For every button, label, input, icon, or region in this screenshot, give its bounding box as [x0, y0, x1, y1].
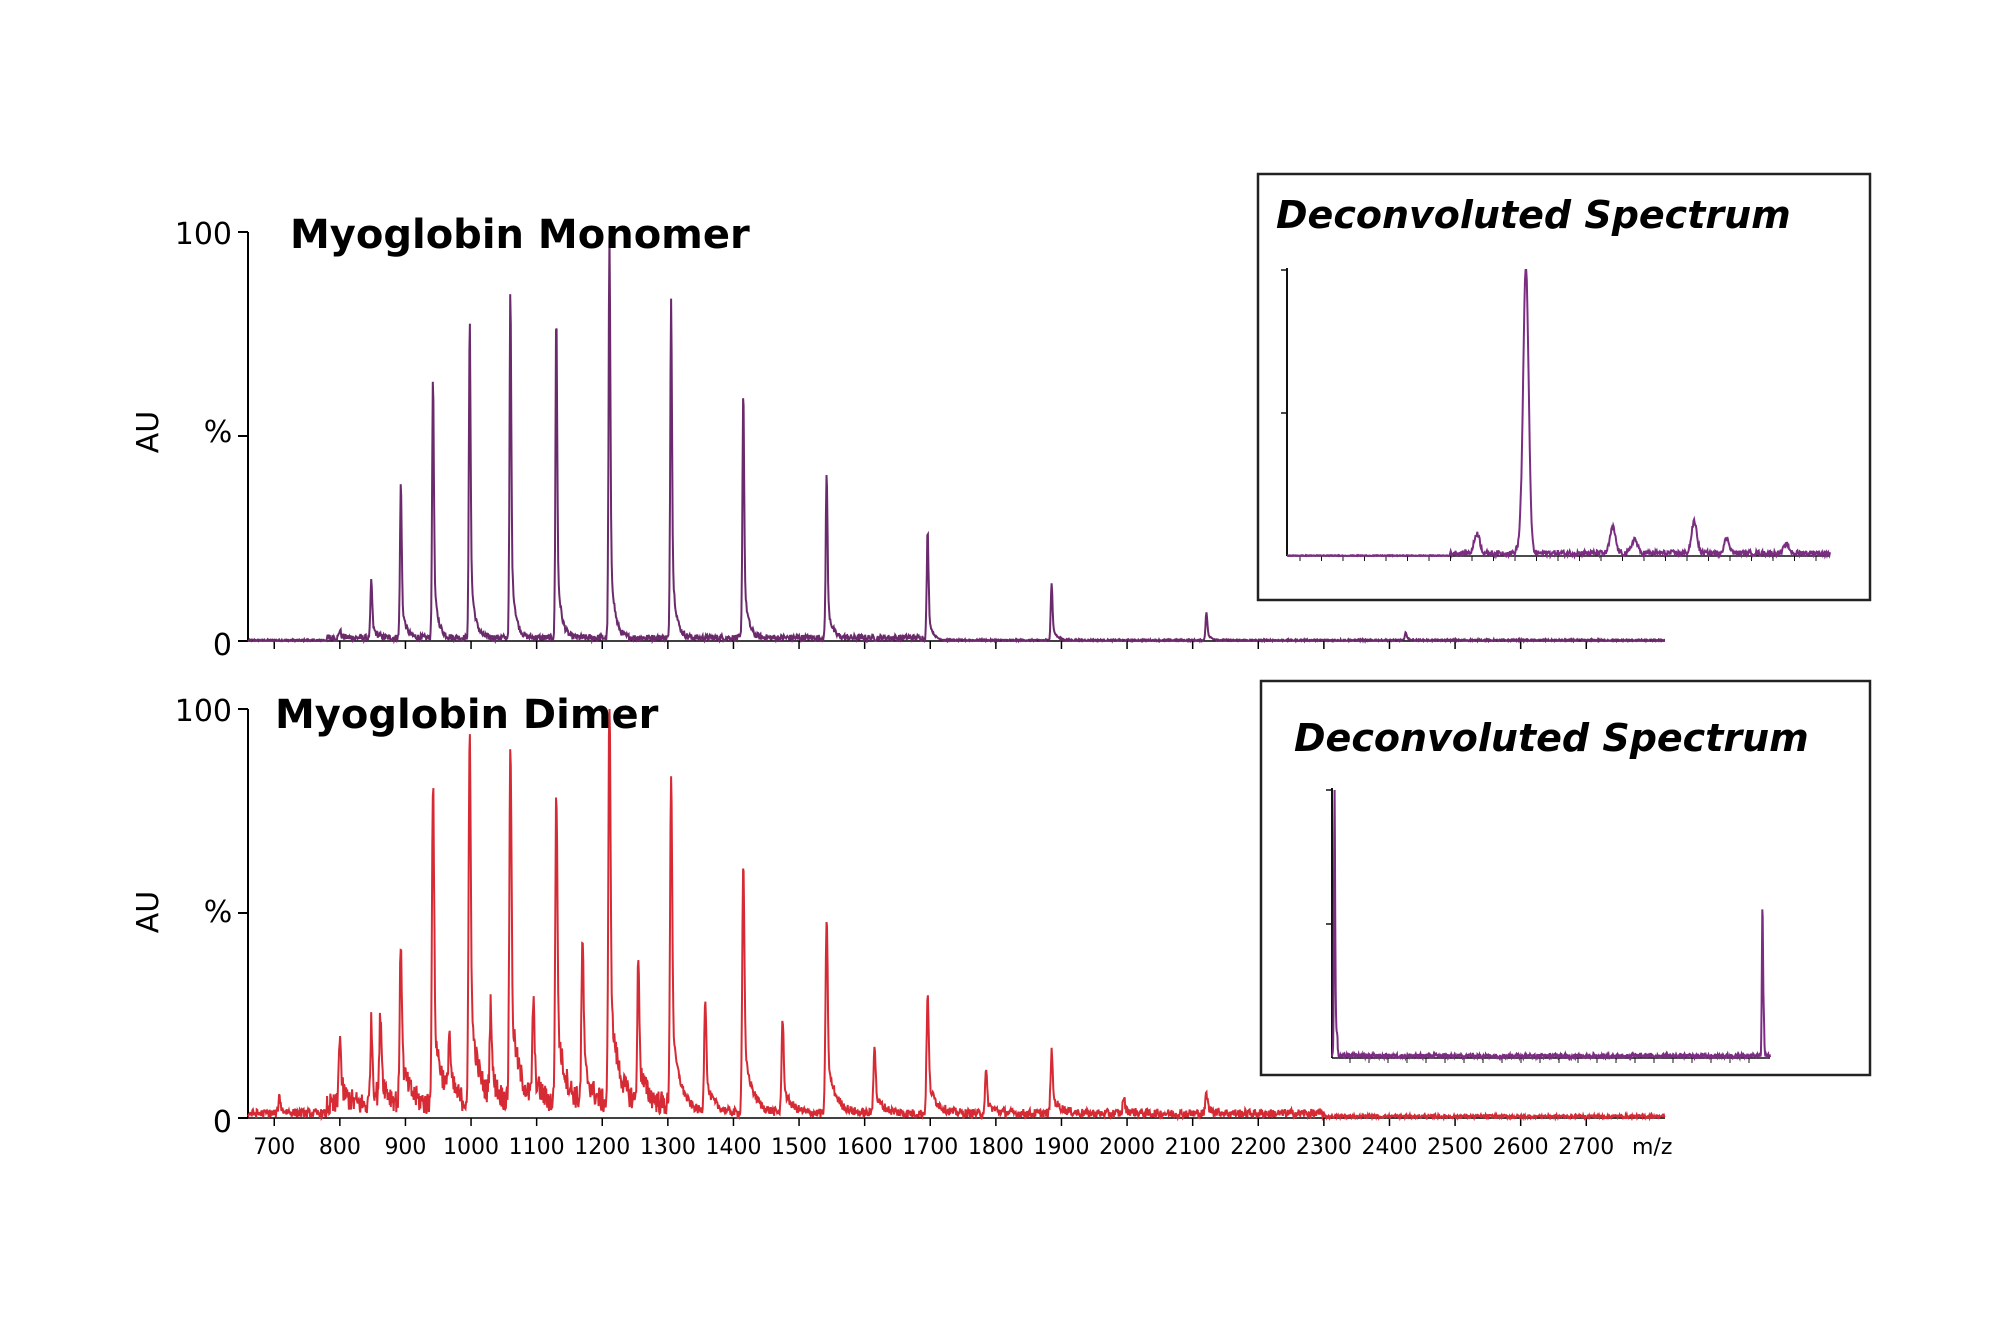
inset-frame: [1259, 679, 1872, 1077]
inset-frame: [1256, 172, 1872, 602]
x-tick-label: 800: [319, 1135, 361, 1160]
x-tick-label: 2100: [1165, 1135, 1221, 1160]
x-tick-label: 1800: [968, 1135, 1024, 1160]
x-tick-label: 1600: [837, 1135, 893, 1160]
x-tick-label: 900: [384, 1135, 426, 1160]
inset-x-tick-marks: [1281, 269, 1817, 561]
dimer-y-unit: %: [204, 895, 233, 930]
monomer-title: Myoglobin Monomer: [290, 212, 750, 258]
monomer-spectrum-line: [247, 235, 1666, 645]
x-tick-label: 1000: [443, 1135, 499, 1160]
x-tick-label: 1700: [902, 1135, 958, 1160]
x-axis-unit-label: m/z: [1632, 1135, 1672, 1160]
dimer-x-tick-labels: 700 800 900 1000 1100 1200 1300 1400 1500 1600 170…: [253, 1135, 1614, 1160]
x-tick-label: 1400: [705, 1135, 761, 1160]
inset-title: Deconvoluted Spectrum: [1294, 716, 1809, 760]
x-tick-label: 2500: [1427, 1135, 1483, 1160]
x-tick-label: 2600: [1493, 1135, 1549, 1160]
inset-spectrum-line: [1286, 269, 1831, 560]
x-tick-label: 2200: [1230, 1135, 1286, 1160]
inset-x-tick-marks: [1326, 789, 1750, 1063]
monomer-panel: AU % 100 0 Myoglobin Monomer: [131, 212, 1666, 663]
dimer-title: Myoglobin Dimer: [275, 692, 659, 738]
inset-title: Deconvoluted Spectrum: [1276, 193, 1791, 237]
x-tick-label: 1500: [771, 1135, 827, 1160]
dimer-y-tick-min: 0: [213, 1105, 232, 1140]
monomer-y-unit: %: [204, 415, 233, 450]
dimer-panel: AU % 100 0 700 800 900 1000 1100 1200 1300 1400…: [131, 692, 1672, 1160]
monomer-y-tick-min: 0: [213, 628, 232, 663]
dimer-y-tick-max: 100: [175, 694, 232, 729]
x-tick-label: 2700: [1558, 1135, 1614, 1160]
x-tick-label: 1300: [640, 1135, 696, 1160]
monomer-x-tick-marks: [248, 640, 1665, 649]
x-tick-label: 2400: [1361, 1135, 1417, 1160]
x-tick-label: 1900: [1033, 1135, 1089, 1160]
dimer-spectrum-line: [247, 708, 1666, 1122]
x-tick-label: 1200: [574, 1135, 630, 1160]
inset-spectrum-line: [1331, 789, 1771, 1062]
x-tick-label: 2300: [1296, 1135, 1352, 1160]
dimer-deconvoluted-inset: Deconvoluted Spectrum: [1259, 679, 1872, 1077]
dimer-x-tick-marks: [248, 1117, 1665, 1126]
monomer-y-tick-max: 100: [175, 217, 232, 252]
x-tick-label: 2000: [1099, 1135, 1155, 1160]
monomer-deconvoluted-inset: Deconvoluted Spectrum: [1256, 172, 1872, 602]
dimer-y-axis-label: AU: [131, 891, 166, 933]
x-tick-label: 700: [253, 1135, 295, 1160]
monomer-y-axis-label: AU: [131, 411, 166, 453]
x-tick-label: 1100: [509, 1135, 565, 1160]
